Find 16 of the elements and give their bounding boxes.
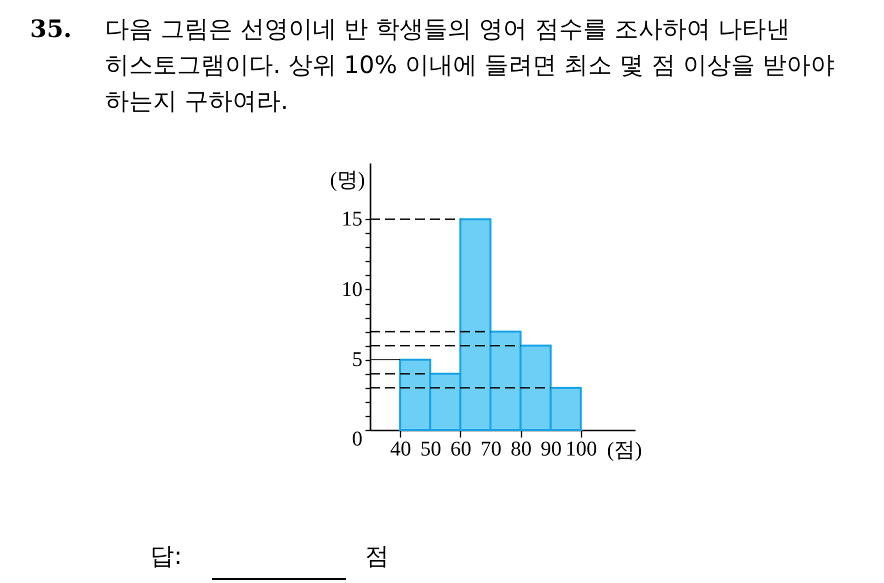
x-tick-label: 40 bbox=[390, 436, 412, 460]
y-tick-label: 5 bbox=[352, 347, 362, 372]
y-axis-title: (명) bbox=[330, 168, 365, 192]
x-tick-label: 70 bbox=[480, 436, 502, 460]
y-tick-label: 15 bbox=[342, 206, 362, 231]
x-tick-label: 80 bbox=[510, 436, 532, 460]
x-tick-label: 100 bbox=[566, 436, 598, 460]
x-tick-label: 90 bbox=[540, 436, 562, 460]
x-tick-label: 50 bbox=[420, 436, 442, 460]
text: 점 bbox=[365, 542, 389, 570]
x-axis-title: (점) bbox=[607, 438, 642, 462]
y-tick-label: 10 bbox=[342, 276, 362, 301]
y-tick-label: 0 bbox=[352, 426, 362, 450]
chart-title: 35. 다음 그림은 선영이네 반 학생들의 영어 점수를 조사하여 나타낸 히스토그램이다. 상위 10% 이내에 들려면 최소 몇 점 이상을 받아야 하는지 구하여라. bbox=[30, 14, 835, 115]
text: 답: bbox=[150, 542, 182, 570]
x-tick-label: 60 bbox=[450, 436, 472, 460]
